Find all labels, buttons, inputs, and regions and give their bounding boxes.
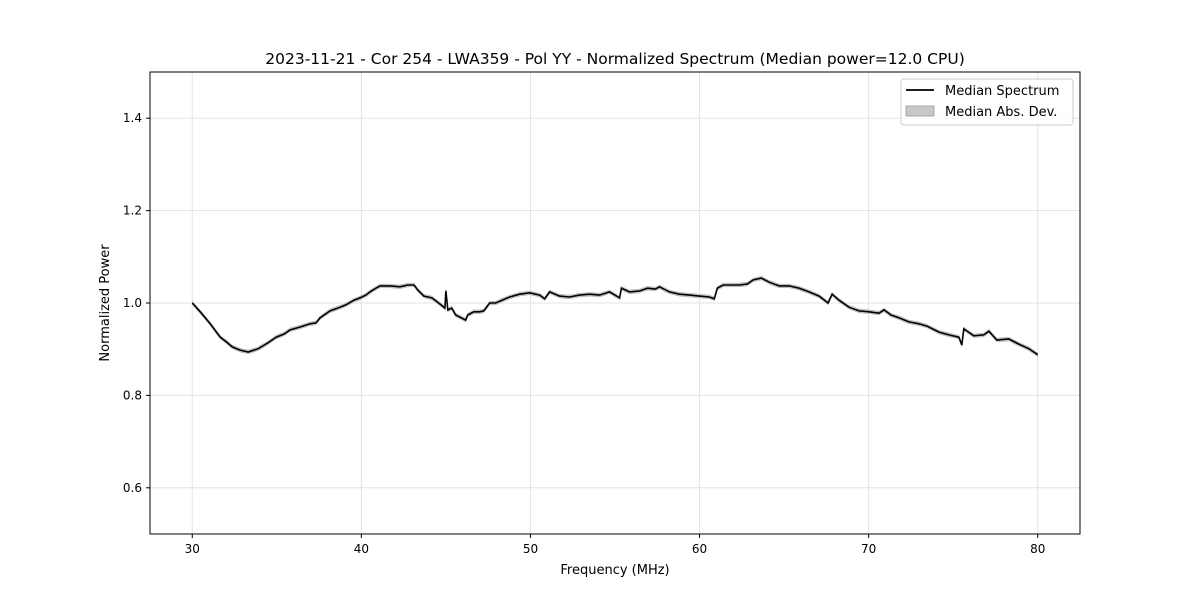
- y-tick-label: 1.2: [123, 204, 142, 218]
- legend-band-swatch: [905, 105, 935, 117]
- y-axis-label: Normalized Power: [98, 244, 113, 362]
- legend: Median Spectrum Median Abs. Dev.: [900, 78, 1074, 126]
- x-axis-ticks: 30 40 50 60 70 80: [185, 534, 1045, 556]
- legend-box: [900, 78, 1074, 126]
- y-tick-label: 0.8: [123, 388, 142, 402]
- x-axis-label: Frequency (MHz): [560, 563, 669, 578]
- y-tick-label: 0.6: [123, 481, 142, 495]
- legend-label-median-spectrum: Median Spectrum: [945, 84, 1059, 99]
- x-tick-label: 40: [354, 542, 369, 556]
- legend-label-median-abs-dev: Median Abs. Dev.: [945, 105, 1057, 120]
- x-tick-label: 50: [523, 542, 538, 556]
- y-tick-label: 1.0: [123, 296, 142, 310]
- x-tick-label: 80: [1030, 542, 1045, 556]
- chart-title: 2023-11-21 - Cor 254 - LWA359 - Pol YY -…: [265, 50, 965, 68]
- x-tick-label: 60: [692, 542, 707, 556]
- y-axis-ticks: 0.6 0.8 1.0 1.2 1.4: [123, 111, 150, 495]
- y-tick-label: 1.4: [123, 111, 142, 125]
- x-tick-label: 70: [861, 542, 876, 556]
- x-tick-label: 30: [185, 542, 200, 556]
- median-spectrum-line: [191, 277, 1039, 356]
